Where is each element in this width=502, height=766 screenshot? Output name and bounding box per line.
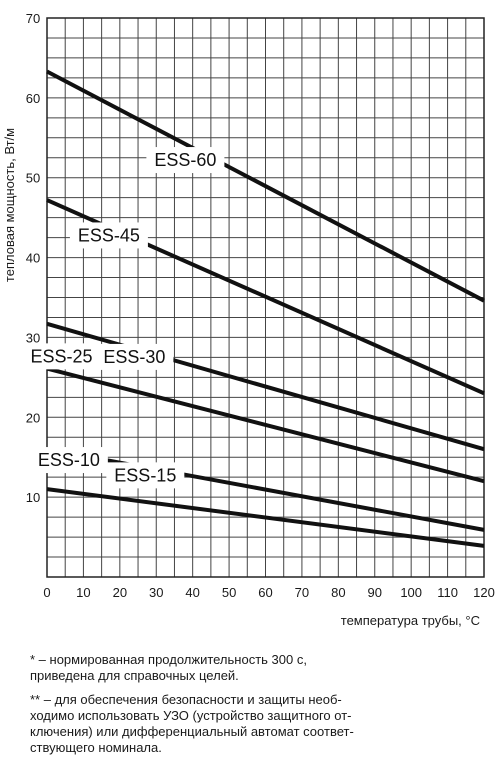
series-label-box xyxy=(69,222,148,249)
y-tick-label: 10 xyxy=(26,490,40,505)
series-label: ESS-60 xyxy=(154,150,216,170)
series-label: ESS-10 xyxy=(38,450,100,470)
series-label-box xyxy=(95,343,174,370)
x-tick-label: 90 xyxy=(368,585,382,600)
series-label: ESS-30 xyxy=(103,347,165,367)
x-axis-title: температура трубы, °C xyxy=(341,613,480,628)
series-label-box xyxy=(22,343,101,370)
y-tick-label: 30 xyxy=(26,330,40,345)
x-tick-label: 110 xyxy=(437,585,458,600)
plot-frame xyxy=(46,17,485,578)
x-tick-label: 50 xyxy=(222,585,236,600)
y-tick-label: 60 xyxy=(26,91,40,106)
chart-tick-labels: 0 10 20 30 40 50 60 70 80 90 100 110 120 10 20 30 40 50 60… xyxy=(26,11,495,600)
y-axis-title: тепловая мощность, Вт/м xyxy=(2,128,17,282)
x-tick-label: 30 xyxy=(149,585,163,600)
x-tick-label: 70 xyxy=(295,585,309,600)
y-tick-label: 50 xyxy=(26,171,40,186)
x-tick-label: 10 xyxy=(76,585,90,600)
series-line xyxy=(46,366,485,484)
series-line xyxy=(46,69,485,303)
footnote-rcd: ** – для обеспечения безопасности и защи… xyxy=(30,692,354,755)
x-tick-label: 40 xyxy=(185,585,199,600)
series-label-box xyxy=(146,147,225,174)
series-line xyxy=(46,487,485,548)
y-tick-label: 20 xyxy=(26,410,40,425)
series-label-box xyxy=(106,462,185,489)
series-label: ESS-15 xyxy=(114,465,176,485)
series-label: ESS-25 xyxy=(31,346,93,366)
footnotes: * – нормированная продолжительность 300 … xyxy=(30,652,485,764)
x-tick-label: 100 xyxy=(400,585,422,600)
series-label-box xyxy=(29,447,108,474)
series-label: ESS-45 xyxy=(78,225,140,245)
x-tick-label: 80 xyxy=(331,585,345,600)
x-tick-label: 20 xyxy=(113,585,127,600)
x-tick-label: 0 xyxy=(43,585,50,600)
chart-series-labels: ESS-60 ESS-45 ESS-30 ESS-25 ESS-15 ESS-10 xyxy=(22,147,225,489)
footnote-duration: * – нормированная продолжительность 300 … xyxy=(30,652,307,683)
y-tick-label: 40 xyxy=(26,251,40,266)
x-tick-label: 60 xyxy=(258,585,272,600)
x-tick-label: 120 xyxy=(473,585,495,600)
y-tick-label: 70 xyxy=(26,11,40,26)
line-chart: ESS-60 ESS-45 ESS-30 ESS-25 ESS-15 ESS-10 0 10… xyxy=(2,11,495,628)
